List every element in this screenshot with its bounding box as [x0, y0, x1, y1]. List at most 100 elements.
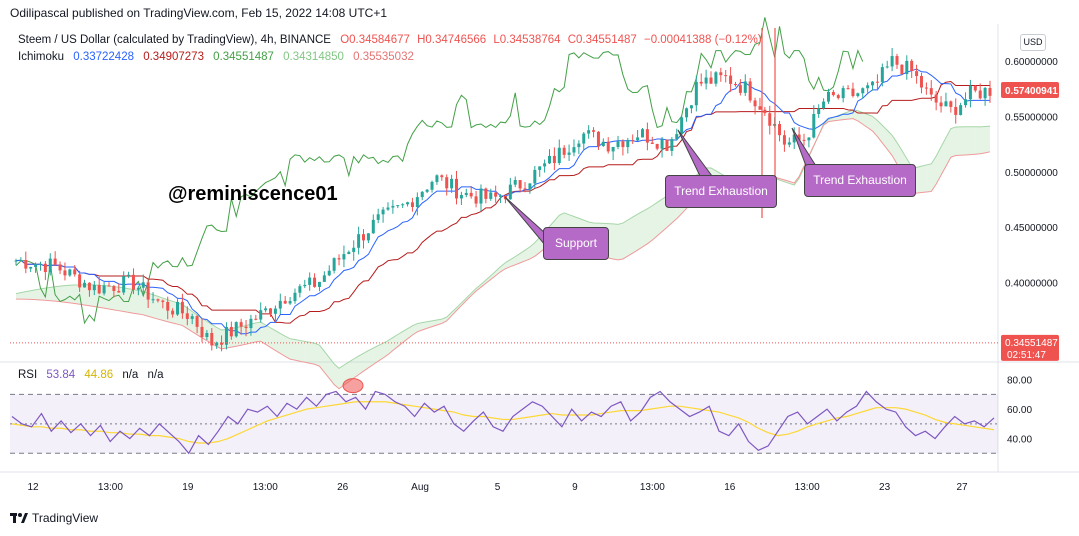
- candle-body: [107, 285, 111, 287]
- countdown-label: 02:51:47: [1007, 350, 1046, 361]
- candle-body: [464, 192, 468, 195]
- cloud-segment: [622, 220, 628, 259]
- cloud-segment: [118, 287, 124, 312]
- candle-body: [968, 85, 972, 100]
- cloud-segment: [35, 288, 41, 300]
- candle-body: [376, 214, 380, 220]
- candle-body: [587, 130, 591, 134]
- candle-body: [254, 318, 258, 320]
- candle-body: [19, 260, 23, 262]
- cloud-segment: [363, 350, 369, 372]
- cloud-segment: [480, 280, 486, 288]
- cloud-segment: [290, 338, 295, 361]
- candle-body: [366, 233, 370, 241]
- candle-body: [92, 284, 96, 291]
- candle-body: [596, 131, 600, 147]
- cloud-segment: [921, 164, 927, 193]
- candle-body: [494, 192, 498, 197]
- cloud-segment: [50, 286, 56, 302]
- cloud-segment: [950, 126, 956, 158]
- candle-body: [430, 181, 434, 190]
- candle-body: [670, 139, 674, 151]
- time-tick-label: 5: [495, 482, 501, 493]
- candle-body: [915, 71, 919, 76]
- cloud-segment: [294, 339, 300, 362]
- candle-body: [866, 85, 870, 89]
- cloud-segment: [657, 199, 663, 236]
- price-tick-label: 0.50000000: [1005, 168, 1058, 179]
- footer-brand-text: TradingView: [32, 511, 99, 525]
- time-tick-label: 13:00: [795, 482, 820, 493]
- candle-body: [699, 81, 703, 84]
- candle-body: [694, 81, 698, 106]
- cloud-segment: [368, 348, 374, 368]
- candle-body: [455, 178, 459, 199]
- candle-body: [508, 184, 512, 200]
- candle-body: [205, 333, 209, 338]
- candle-body: [802, 139, 806, 141]
- cloud-segment: [485, 275, 491, 284]
- cloud-segment: [241, 325, 247, 346]
- candle-body: [944, 101, 948, 107]
- cloud-segment: [945, 128, 951, 167]
- candle-body: [660, 139, 664, 149]
- price-tick-label: 0.40000000: [1005, 279, 1058, 290]
- cloud-segment: [74, 284, 80, 305]
- candle-body: [640, 129, 644, 138]
- candle-body: [807, 137, 811, 141]
- candle-body: [97, 284, 101, 294]
- candle-body: [875, 81, 879, 83]
- support-callout: Support: [543, 227, 609, 260]
- candle-body: [919, 75, 923, 88]
- cloud-segment: [627, 217, 633, 257]
- candle-body: [543, 163, 547, 167]
- cloud-segment: [529, 242, 535, 259]
- cloud-segment: [265, 325, 271, 348]
- currency-button[interactable]: USD: [1020, 34, 1046, 51]
- cloud-segment: [260, 322, 266, 345]
- candle-body: [445, 177, 449, 189]
- candle-body: [63, 270, 67, 276]
- candle-body: [601, 141, 605, 147]
- candle-body: [910, 60, 914, 72]
- candle-body: [474, 196, 478, 204]
- cloud-segment: [857, 110, 863, 125]
- cloud-segment: [955, 126, 961, 156]
- candle-body: [704, 77, 708, 84]
- rsi-value: 53.84: [46, 369, 76, 381]
- cloud-segment: [25, 290, 31, 300]
- candle-body: [43, 263, 47, 273]
- candle-body: [362, 234, 366, 241]
- cloud-segment: [941, 137, 946, 176]
- cloud-segment: [275, 330, 281, 354]
- candle-body: [949, 101, 953, 107]
- time-tick-label: 26: [337, 482, 349, 493]
- candle-body: [396, 205, 400, 207]
- candle-body: [592, 130, 596, 132]
- candle-body: [14, 260, 18, 262]
- cloud-segment: [324, 351, 330, 379]
- cloud-segment: [334, 363, 340, 389]
- candle-body: [440, 175, 444, 178]
- candle-body: [479, 188, 483, 204]
- rsi-tick-label: 60.00: [1007, 405, 1032, 416]
- candle-body: [180, 301, 184, 314]
- cloud-segment: [833, 115, 839, 121]
- support-callout-pointer: [504, 196, 546, 247]
- cloud-segment: [848, 109, 853, 120]
- cloud-segment: [123, 287, 129, 313]
- candle-body: [308, 277, 312, 285]
- candle-body: [420, 191, 424, 198]
- candle-body: [269, 308, 273, 314]
- cloud-segment: [353, 356, 359, 379]
- candle-body: [954, 106, 958, 115]
- cloud-segment: [960, 126, 966, 156]
- candle-body: [523, 188, 527, 190]
- candle-body: [645, 129, 649, 143]
- candle-body: [763, 109, 767, 114]
- cloud-segment: [495, 266, 501, 276]
- candle-body: [724, 75, 728, 77]
- time-tick-label: Aug: [411, 482, 429, 493]
- candle-body: [288, 301, 292, 304]
- candle-body: [650, 142, 654, 144]
